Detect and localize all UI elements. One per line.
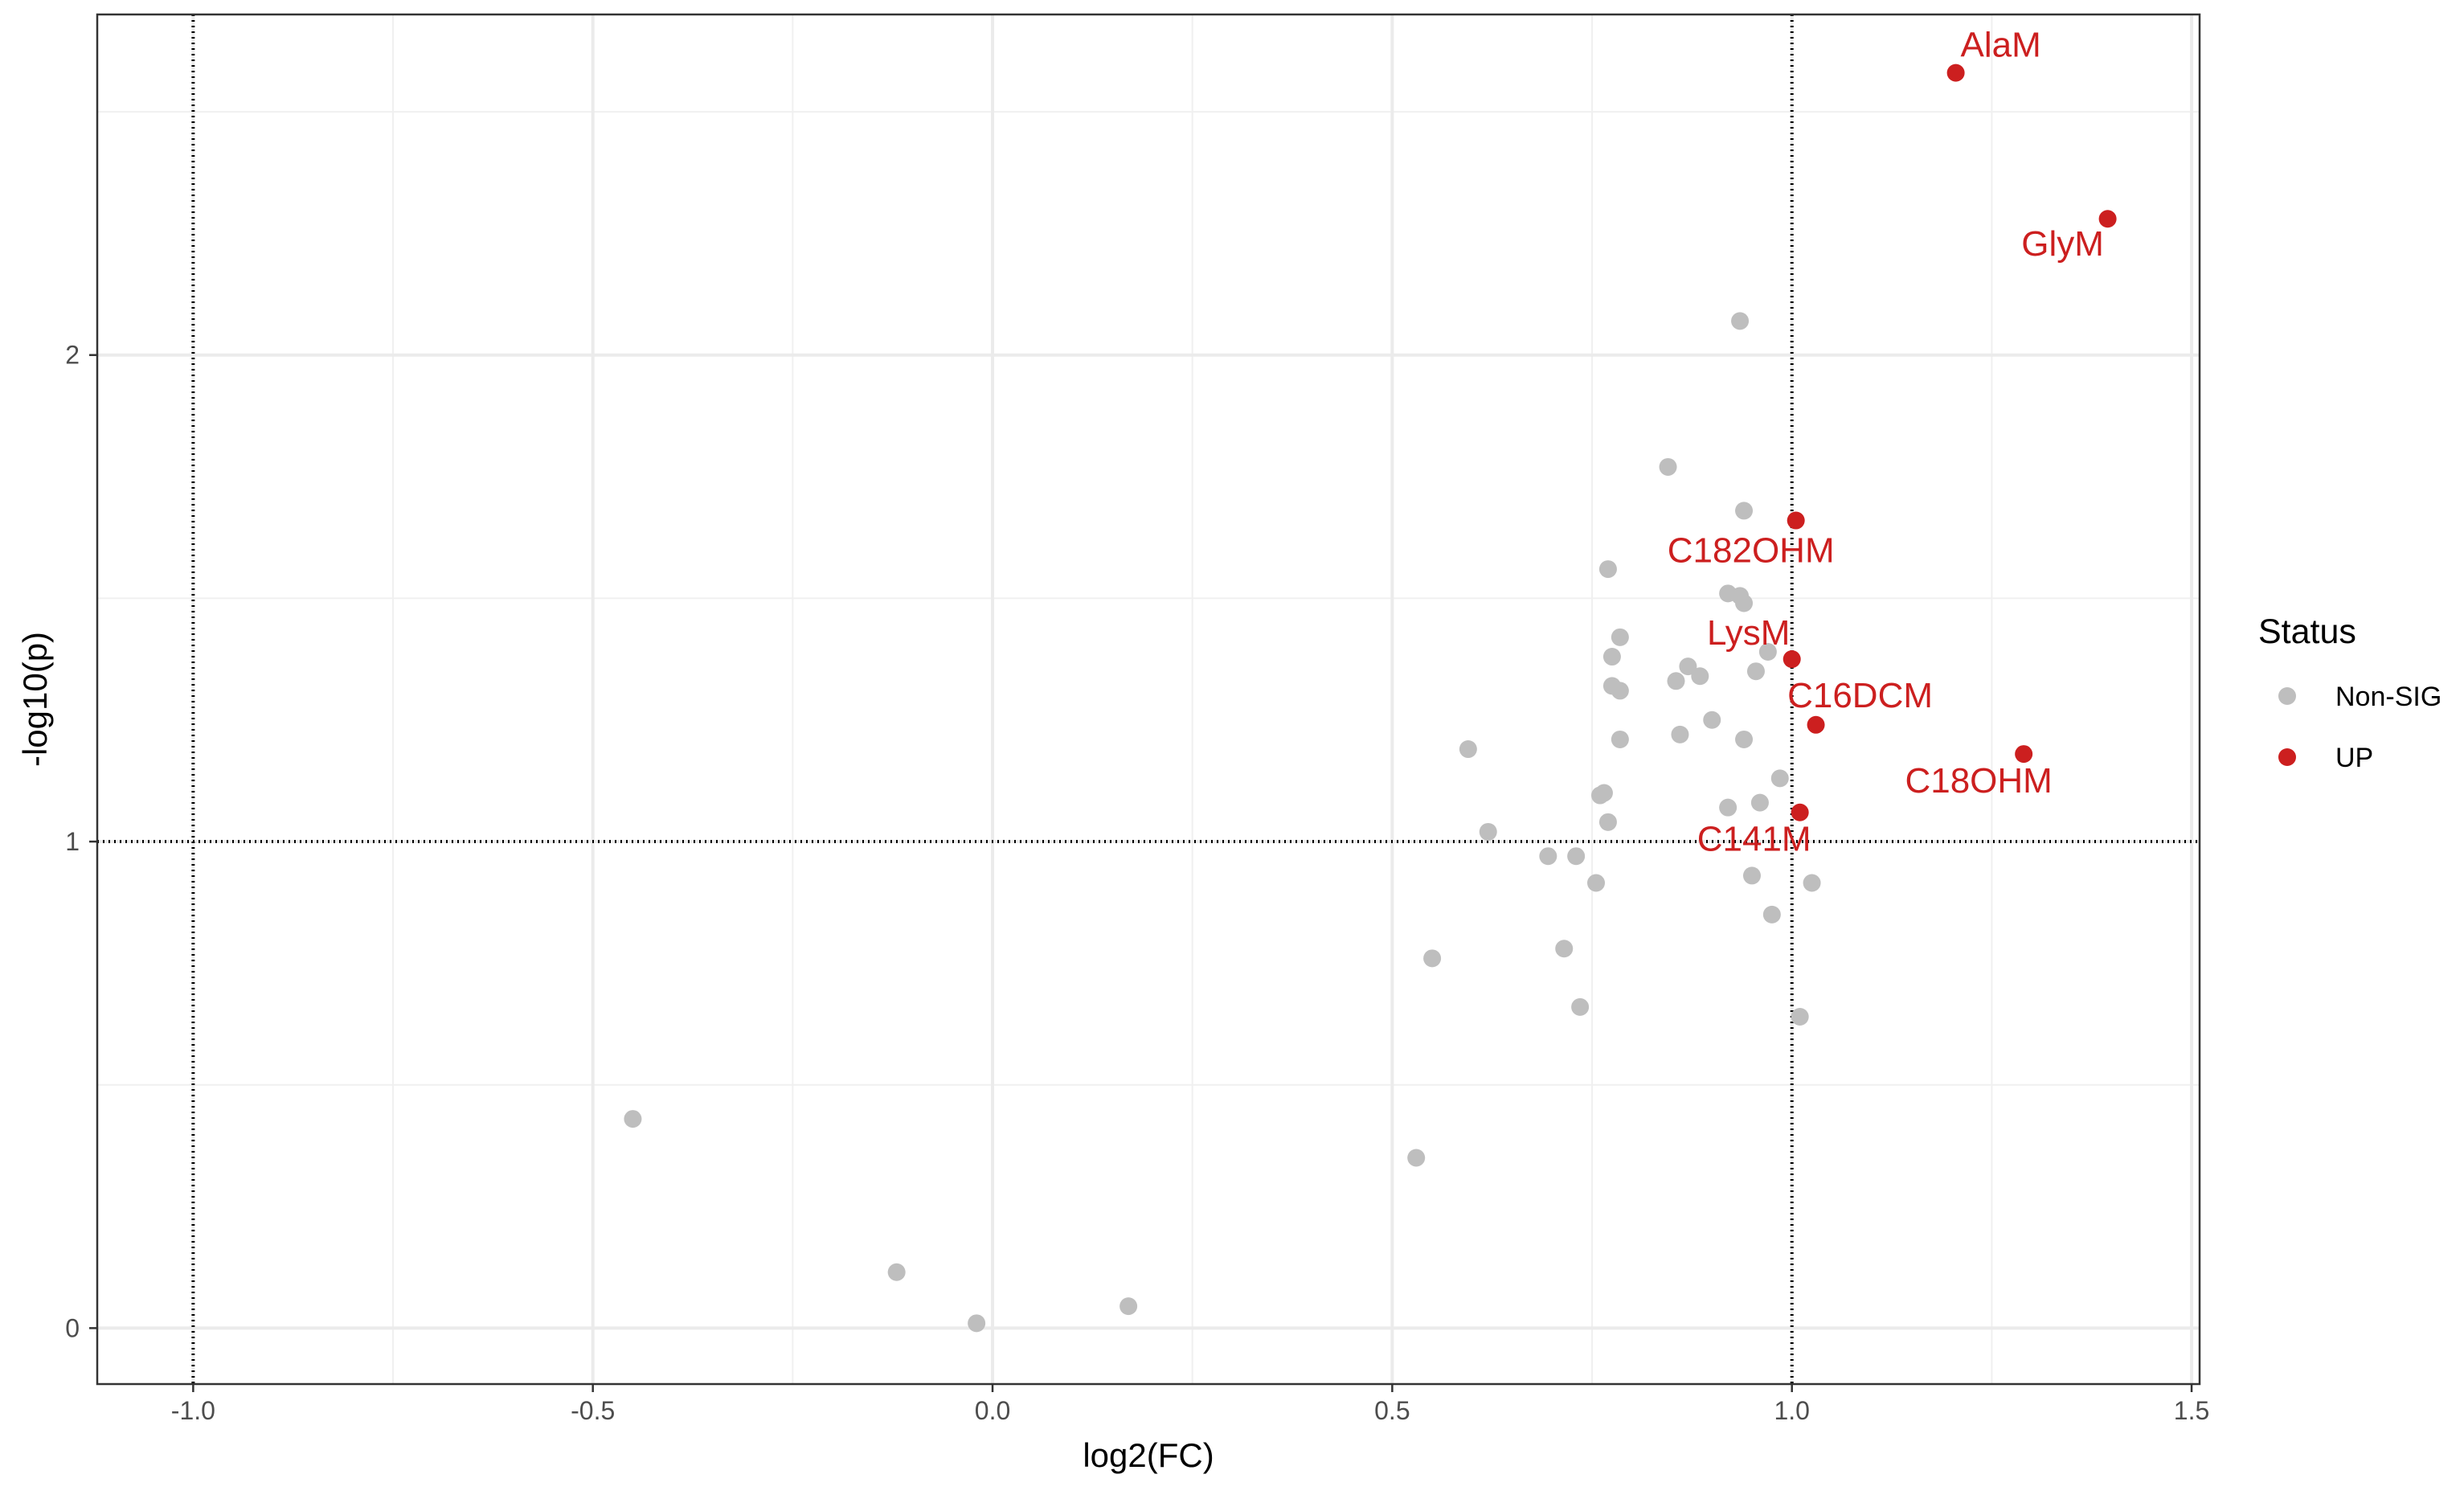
legend: Status Non-SIG UP [2258, 612, 2441, 773]
point-up [1787, 511, 1805, 530]
point-non-sig [1758, 642, 1777, 661]
point-label: C16DCM [1787, 676, 1933, 715]
reference-lines [97, 14, 2200, 1384]
grid-minor [97, 14, 2200, 1384]
y-axis-ticks: 0 1 2 [65, 341, 97, 1342]
point-up [1791, 803, 1809, 821]
point-non-sig [1762, 905, 1781, 924]
point-non-sig [1407, 1149, 1426, 1167]
point-labels: AlaM GlyM C182OHM LysM C16DCM C18OHM C141M [1668, 26, 2104, 859]
point-non-sig [1611, 628, 1629, 646]
point-label: AlaM [1960, 26, 2040, 65]
point-up [2098, 210, 2117, 228]
point-non-sig [1659, 457, 1677, 476]
point-up [1807, 715, 1825, 734]
x-tick-label: 0.0 [975, 1396, 1010, 1425]
point-up [2015, 745, 2033, 764]
point-non-sig [624, 1110, 642, 1128]
x-tick-label: -1.0 [171, 1396, 215, 1425]
point-non-sig [1735, 730, 1754, 748]
point-non-sig [1539, 847, 1557, 866]
x-axis-title: log2(FC) [1083, 1436, 1214, 1474]
point-non-sig [1703, 711, 1721, 729]
point-up [1946, 63, 1965, 82]
legend-key [2278, 748, 2296, 766]
point-label: LysM [1707, 613, 1791, 653]
point-non-sig [1611, 730, 1629, 748]
point-non-sig [887, 1263, 906, 1281]
point-non-sig [1667, 672, 1685, 690]
point-label: GlyM [2021, 224, 2104, 264]
point-non-sig [1611, 682, 1629, 700]
y-axis-title: -log10(p) [16, 632, 54, 767]
point-non-sig [1598, 813, 1617, 831]
x-tick-label: -0.5 [571, 1396, 615, 1425]
point-non-sig [1587, 874, 1606, 892]
point-non-sig [1803, 874, 1821, 892]
point-non-sig [1679, 657, 1697, 676]
point-label: C18OHM [1905, 761, 2052, 801]
point-non-sig [1735, 502, 1754, 520]
point-non-sig [1770, 769, 1789, 788]
point-label: C182OHM [1668, 531, 1835, 571]
point-non-sig [1598, 560, 1617, 579]
point-non-sig [1459, 740, 1477, 759]
point-non-sig [1671, 725, 1689, 743]
legend-entries: Non-SIG UP [2278, 682, 2441, 773]
x-tick-label: 1.0 [1774, 1396, 1809, 1425]
legend-label: UP [2335, 743, 2373, 773]
point-non-sig [1423, 949, 1442, 968]
point-non-sig [1567, 847, 1586, 866]
point-label: C141M [1697, 820, 1811, 859]
point-non-sig [1742, 866, 1761, 885]
point-non-sig [968, 1314, 986, 1333]
point-non-sig [1691, 667, 1709, 686]
legend-label: Non-SIG [2335, 682, 2441, 712]
point-non-sig [1571, 997, 1590, 1016]
x-axis-ticks: -1.0 -0.5 0.0 0.5 1.0 1.5 [171, 1384, 2209, 1425]
y-tick-label: 2 [65, 341, 80, 370]
y-tick-label: 0 [65, 1313, 80, 1342]
point-non-sig [1719, 798, 1737, 817]
point-non-sig [1731, 312, 1750, 330]
legend-title: Status [2258, 612, 2356, 651]
x-tick-label: 0.5 [1374, 1396, 1410, 1425]
point-non-sig [1735, 594, 1754, 612]
point-non-sig [1746, 662, 1765, 681]
point-non-sig [1602, 648, 1621, 666]
legend-key [2278, 687, 2296, 705]
data-points [624, 63, 2117, 1333]
point-non-sig [1555, 940, 1574, 958]
point-non-sig [1750, 793, 1769, 812]
point-up [1783, 650, 1801, 669]
y-tick-label: 1 [65, 827, 80, 856]
plot-panel-border [96, 13, 2201, 1386]
point-non-sig [1119, 1297, 1138, 1316]
x-tick-label: 1.5 [2174, 1396, 2209, 1425]
point-non-sig [1479, 822, 1497, 841]
point-non-sig [1594, 784, 1613, 802]
point-non-sig [1791, 1007, 1809, 1026]
